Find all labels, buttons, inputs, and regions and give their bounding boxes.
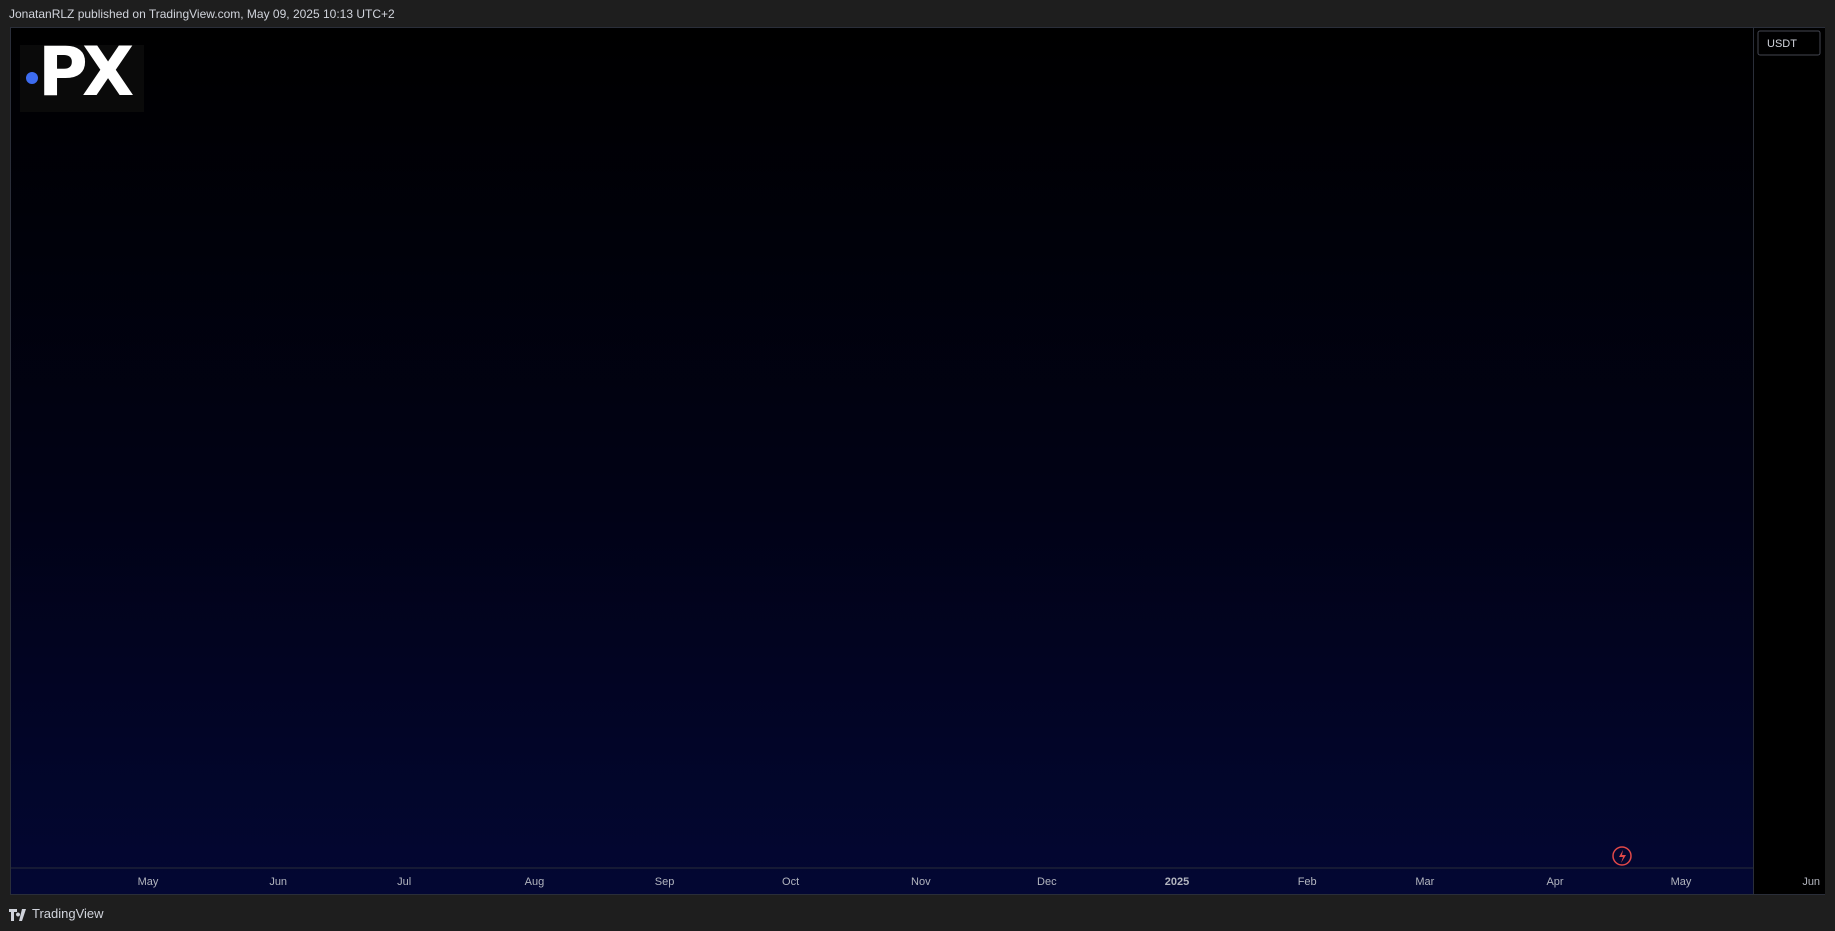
x-tick-label: Apr — [1546, 876, 1563, 888]
x-tick-label: Jun — [269, 876, 287, 888]
published-text: JonatanRLZ published on TradingView.com,… — [9, 7, 395, 21]
bottom-bar — [0, 896, 1835, 931]
tradingview-logo-icon — [9, 909, 26, 921]
x-tick-label: May — [138, 876, 159, 888]
x-tick-label: 2025 — [1165, 876, 1189, 888]
chart-pane[interactable] — [10, 27, 1754, 895]
x-tick-label: Sep — [655, 876, 675, 888]
lightning-icon — [1612, 846, 1632, 866]
x-tick-label: Mar — [1415, 876, 1434, 888]
x-tick-label: Jun — [1802, 876, 1820, 888]
x-tick-label: Dec — [1037, 876, 1057, 888]
x-tick-label: Jul — [397, 876, 411, 888]
price-scale[interactable] — [1754, 27, 1825, 895]
x-tick-label: Feb — [1298, 876, 1317, 888]
x-tick-label: Oct — [782, 876, 799, 888]
currency-badge — [1757, 30, 1821, 56]
footer-brand-text: TradingView — [32, 906, 104, 921]
top-bar: JonatanRLZ published on TradingView.com,… — [0, 0, 1835, 27]
x-tick-label: Aug — [525, 876, 545, 888]
x-tick-label: May — [1671, 876, 1692, 888]
logo-dot-icon — [26, 72, 38, 84]
currency-label: USDT — [1767, 38, 1797, 50]
lightning-bolt-icon — [1619, 850, 1626, 863]
x-tick-label: Nov — [911, 876, 931, 888]
logo-text: PX — [38, 33, 134, 112]
px-logo: PX — [20, 39, 144, 112]
